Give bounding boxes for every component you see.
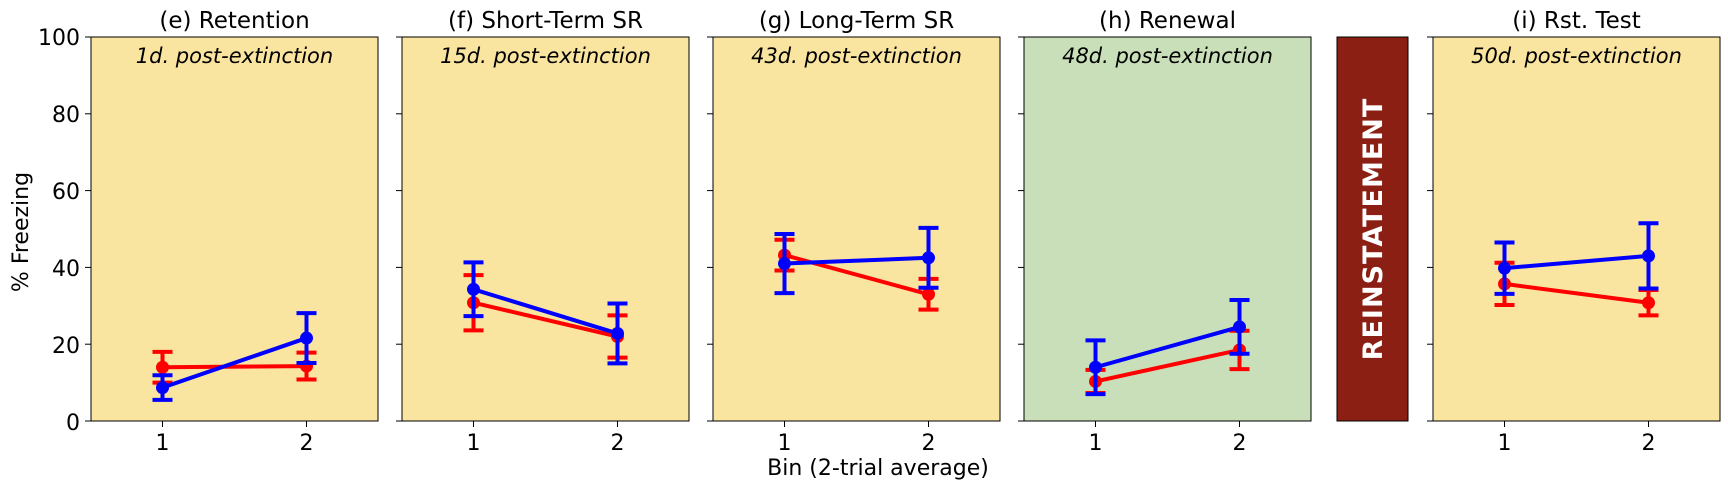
- panel-title: (g) Long-Term SR: [759, 8, 954, 34]
- y-tick-labels: 0 20 40 60 80 100: [38, 26, 80, 436]
- y-tick-label: 20: [52, 334, 80, 359]
- series-line-blue: [1094, 324, 1241, 370]
- panel-annotation: 1d. post-extinction: [136, 44, 333, 68]
- reinstatement-label: REINSTATEMENT: [1358, 98, 1389, 361]
- x-tick-label: 2: [300, 431, 314, 456]
- data-point-red: [922, 287, 935, 301]
- panel-title: (f) Short-Term SR: [448, 8, 643, 34]
- x-tick-label: 1: [156, 431, 170, 456]
- panel-background: [712, 36, 1001, 422]
- panel-annotation: 48d. post-extinction: [1062, 44, 1273, 68]
- x-tick-label: 1: [1498, 431, 1512, 456]
- data-point-blue: [300, 331, 313, 345]
- panel-background: [90, 36, 379, 422]
- data-point-red: [156, 360, 169, 374]
- panel-renewal: (h) Renewal 48d. post-extinction 1 2: [1018, 8, 1312, 456]
- data-marks: [463, 260, 628, 366]
- panel-long-term-sr: (g) Long-Term SR 43d. post-extinction 1 …: [707, 8, 1001, 456]
- data-point-blue: [1233, 320, 1246, 334]
- panel-background: [1023, 36, 1312, 422]
- y-tick-label: 60: [52, 180, 80, 205]
- data-point-blue: [1089, 360, 1102, 374]
- panel-annotation: 15d. post-extinction: [440, 44, 651, 68]
- y-tick-label: 100: [38, 26, 80, 51]
- x-tick-label: 1: [1089, 431, 1103, 456]
- x-tick-label: 2: [611, 431, 625, 456]
- series-line-red: [1095, 348, 1240, 384]
- reinstatement-bar: [1336, 36, 1409, 422]
- panel-background: [401, 36, 690, 422]
- series-line-blue: [1504, 253, 1649, 271]
- data-point-red: [1642, 296, 1655, 310]
- data-point-blue: [156, 381, 169, 395]
- x-axis-label: Bin (2-trial average): [767, 456, 989, 481]
- panel-background: [1432, 36, 1721, 422]
- x-tick-label: 1: [467, 431, 481, 456]
- data-point-blue: [778, 257, 791, 271]
- y-tick-label: 40: [52, 257, 80, 282]
- x-tick-label: 2: [1233, 431, 1247, 456]
- data-point-blue: [1498, 261, 1511, 275]
- series-line-blue: [472, 287, 619, 336]
- data-marks: [152, 311, 317, 402]
- panel-short-term-sr: (f) Short-Term SR 15d. post-extinction 1…: [396, 8, 690, 456]
- panel-rst-test: (i) Rst. Test 50d. post-extinction 1 2: [1427, 8, 1721, 456]
- series-line-red: [162, 364, 307, 370]
- reinstatement-block: REINSTATEMENT: [1336, 36, 1409, 422]
- panel-title: (e) Retention: [159, 8, 309, 34]
- data-marks: [774, 225, 939, 312]
- series-line-blue: [784, 255, 929, 266]
- data-marks: [1494, 221, 1659, 318]
- x-tick-label: 1: [778, 431, 792, 456]
- series-line-blue: [161, 336, 308, 390]
- panel-annotation: 50d. post-extinction: [1471, 44, 1682, 68]
- x-tick-label: 2: [922, 431, 936, 456]
- panel-title: (h) Renewal: [1099, 8, 1236, 34]
- y-tick-label: 0: [66, 411, 80, 436]
- series-line-red: [473, 300, 618, 339]
- y-axis-label: % Freezing: [9, 172, 34, 292]
- panel-title: (i) Rst. Test: [1512, 8, 1641, 34]
- data-point-blue: [1642, 249, 1655, 263]
- x-tick-label: 2: [1642, 431, 1656, 456]
- panel-annotation: 43d. post-extinction: [751, 44, 962, 68]
- data-point-blue: [467, 282, 480, 296]
- data-marks: [1085, 298, 1250, 397]
- data-point-blue: [611, 326, 624, 340]
- y-tick-label: 80: [52, 103, 80, 128]
- series-line-red: [1504, 281, 1649, 305]
- panel-retention: (e) Retention 1d. post-extinction 1 2: [85, 8, 379, 456]
- data-point-blue: [922, 251, 935, 265]
